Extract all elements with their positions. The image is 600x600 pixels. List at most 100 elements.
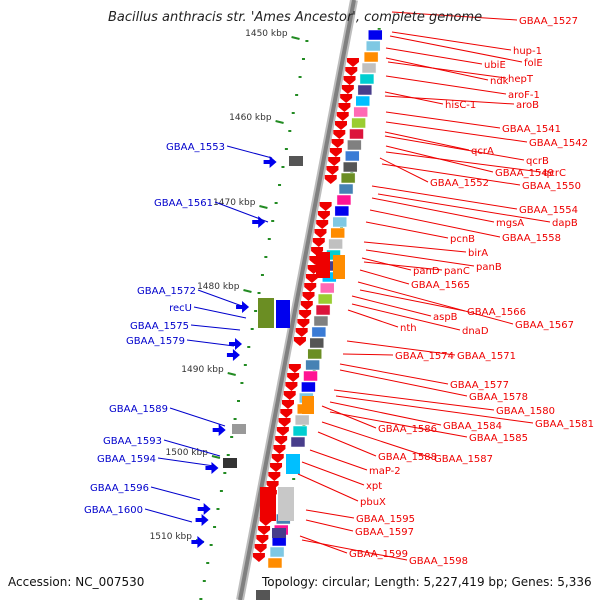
- forward-gene-arrow: [252, 216, 266, 228]
- gene-label-right[interactable]: folE: [524, 58, 543, 69]
- reverse-gene-arrow: [256, 535, 269, 544]
- gene-label-right[interactable]: hepT: [508, 74, 534, 85]
- gene-label-right[interactable]: GBAA_1554: [519, 205, 578, 216]
- forward-gene-arrow: [205, 462, 219, 474]
- gene-label-left[interactable]: GBAA_1600: [84, 505, 143, 516]
- gene-label-right[interactable]: GBAA_1580: [496, 406, 555, 417]
- gene-label-right[interactable]: GBAA_1549: [495, 168, 554, 179]
- gene-label-right[interactable]: GBAA_1577: [450, 380, 509, 391]
- gene-box: [336, 194, 352, 206]
- gene-label-left[interactable]: GBAA_1572: [137, 286, 196, 297]
- label-leader: [363, 261, 443, 271]
- label-leader: [339, 363, 449, 385]
- gene-label-right[interactable]: GBAA_1542: [529, 138, 588, 149]
- forward-gene-arrow: [226, 349, 240, 361]
- reverse-gene-arrow: [282, 400, 294, 409]
- gene-label-right[interactable]: qcrB: [526, 156, 549, 167]
- gene-label-left[interactable]: GBAA_1561: [154, 198, 213, 209]
- gene-box: [345, 150, 360, 162]
- gene-label-right[interactable]: panB: [476, 262, 502, 273]
- gene-label-right[interactable]: aspB: [433, 312, 458, 323]
- label-leader: [384, 95, 515, 105]
- label-leader: [379, 157, 429, 183]
- minor-tick: [291, 112, 295, 114]
- gene-label-right[interactable]: qcrA: [471, 146, 494, 157]
- label-leader: [226, 145, 273, 159]
- gene-label-right[interactable]: ndk: [490, 76, 509, 87]
- gene-label-right[interactable]: GBAA_1571: [457, 351, 516, 362]
- gene-label-right[interactable]: birA: [468, 248, 488, 259]
- gene-label-left[interactable]: GBAA_1596: [90, 483, 149, 494]
- gene-box: [357, 84, 373, 96]
- gene-label-right[interactable]: pbuX: [360, 497, 386, 508]
- reverse-gene-arrow: [273, 445, 286, 454]
- reverse-gene-arrow: [336, 112, 349, 121]
- gene-label-right[interactable]: GBAA_1586: [378, 424, 437, 435]
- gene-label-right[interactable]: GBAA_1587: [434, 454, 493, 465]
- gene-label-right[interactable]: xpt: [366, 481, 382, 492]
- gene-label-left[interactable]: recU: [169, 303, 192, 314]
- gene-label-right[interactable]: GBAA_1599: [349, 549, 408, 560]
- label-leader: [150, 486, 201, 501]
- gene-label-left[interactable]: GBAA_1589: [109, 404, 168, 415]
- gene-label-right[interactable]: GBAA_1598: [409, 556, 468, 567]
- gene-label-right[interactable]: GBAA_1588: [378, 452, 437, 463]
- gene-label-right[interactable]: dapB: [552, 218, 578, 229]
- gene-label-right[interactable]: GBAA_1541: [502, 124, 561, 135]
- reverse-gene-arrow: [319, 202, 332, 211]
- gene-label-left[interactable]: GBAA_1553: [166, 142, 225, 153]
- reverse-gene-arrow: [333, 130, 346, 139]
- gene-box: [313, 315, 329, 327]
- gene-label-right[interactable]: mgsA: [496, 218, 524, 229]
- gene-label-right[interactable]: pcnB: [450, 234, 475, 245]
- gene-label-left[interactable]: GBAA_1594: [97, 454, 156, 465]
- minor-tick: [260, 274, 264, 276]
- reverse-gene-arrow: [280, 409, 293, 418]
- gene-label-left[interactable]: GBAA_1575: [130, 321, 189, 332]
- reverse-gene-arrow: [331, 139, 344, 148]
- minor-tick: [257, 292, 261, 294]
- gene-label-right[interactable]: GBAA_1550: [522, 181, 581, 192]
- gene-label-right[interactable]: GBAA_1597: [355, 527, 414, 538]
- gene-box: [315, 304, 331, 316]
- gene-label-left[interactable]: GBAA_1593: [103, 436, 162, 447]
- gene-label-right[interactable]: GBAA_1558: [502, 233, 561, 244]
- reverse-gene-arrow: [299, 310, 312, 319]
- forward-gene-arrow: [212, 424, 226, 436]
- gene-label-right[interactable]: ubiE: [484, 60, 506, 71]
- gene-label-right[interactable]: GBAA_1567: [515, 320, 574, 331]
- forward-gene-arrow: [229, 338, 243, 350]
- minor-tick: [274, 202, 278, 204]
- label-leader: [385, 47, 483, 65]
- label-leader-lines: [144, 11, 551, 561]
- gene-label-right[interactable]: GBAA_1578: [469, 392, 528, 403]
- gene-box: [307, 348, 322, 360]
- gene-label-right[interactable]: GBAA_1585: [469, 433, 528, 444]
- gene-label-right[interactable]: nth: [400, 323, 417, 334]
- gene-label-right[interactable]: panC: [444, 266, 470, 277]
- gene-label-right[interactable]: GBAA_1565: [411, 280, 470, 291]
- gene-label-right[interactable]: GBAA_1527: [519, 16, 578, 27]
- gene-label-right[interactable]: qcrC: [543, 168, 566, 179]
- gene-label-right[interactable]: GBAA_1584: [443, 421, 502, 432]
- gene-label-right[interactable]: GBAA_1581: [535, 419, 594, 430]
- gene-label-right[interactable]: aroB: [516, 100, 539, 111]
- gene-label-right[interactable]: GBAA_1566: [467, 307, 526, 318]
- gene-box: [355, 95, 371, 107]
- minor-tick: [295, 94, 299, 96]
- gene-label-right[interactable]: GBAA_1595: [356, 514, 415, 525]
- gene-label-right[interactable]: GBAA_1552: [430, 178, 489, 189]
- gene-label-right[interactable]: hup-1: [513, 46, 542, 57]
- gene-label-right[interactable]: GBAA_1574: [395, 351, 454, 362]
- minor-tick: [301, 58, 305, 60]
- label-leader: [381, 163, 521, 186]
- reverse-gene-arrow: [326, 166, 339, 175]
- gene-label-right[interactable]: dnaD: [462, 326, 489, 337]
- gene-label-right[interactable]: hisC-1: [445, 100, 476, 111]
- gene-label-left[interactable]: GBAA_1579: [126, 336, 185, 347]
- label-leader: [190, 324, 241, 331]
- gene-label-right[interactable]: maP-2: [369, 466, 401, 477]
- gene-label-right[interactable]: panD: [413, 266, 440, 277]
- gene-label-right[interactable]: aroF-1: [508, 90, 540, 101]
